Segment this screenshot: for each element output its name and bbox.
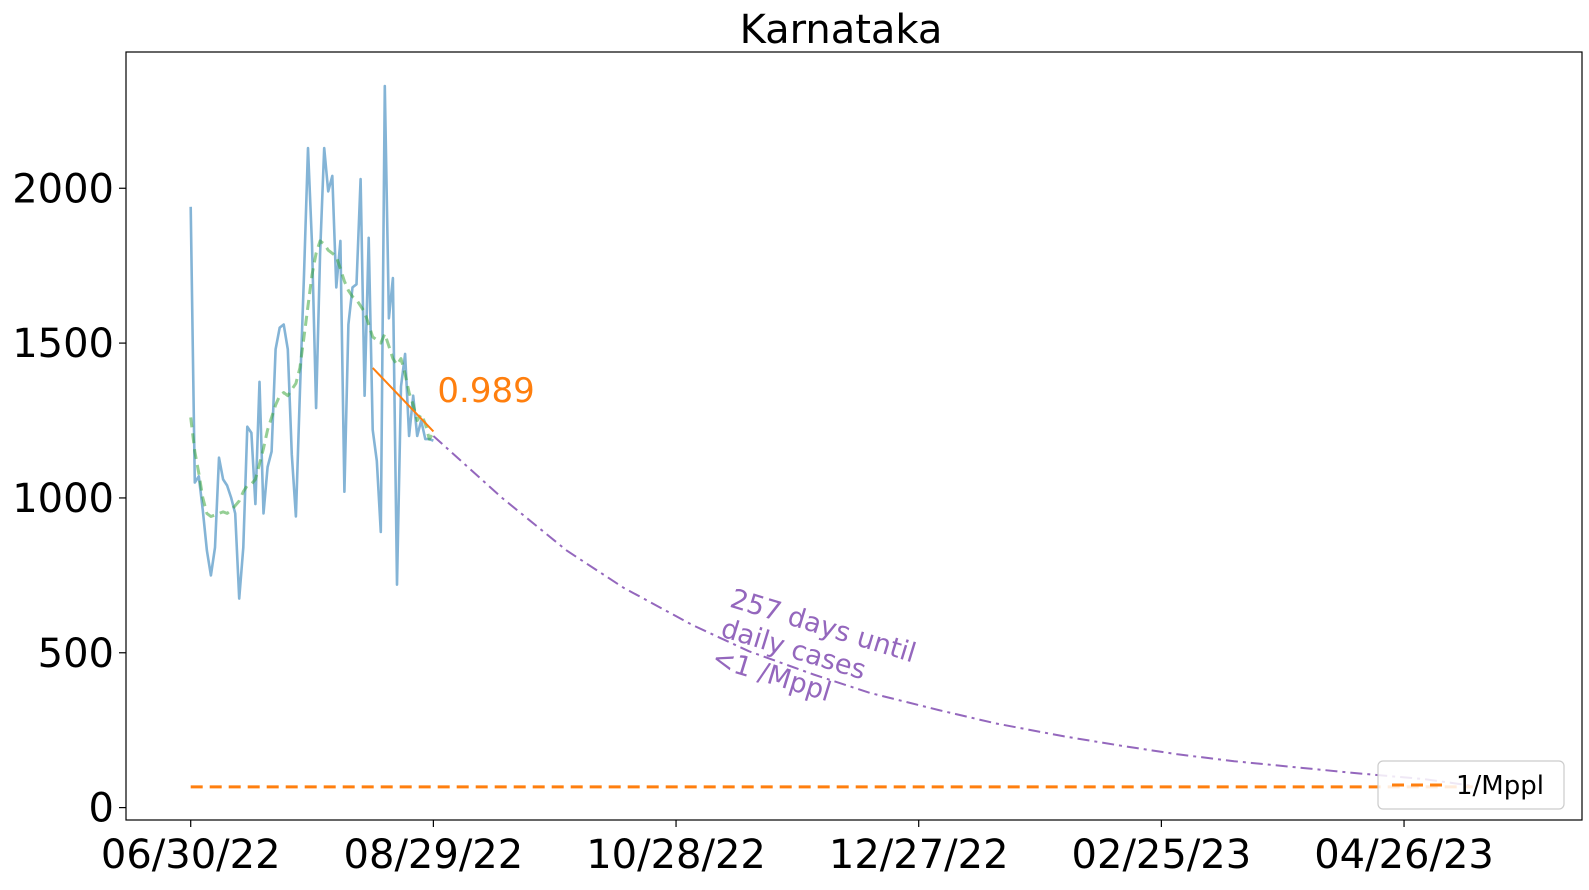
slope-annotation: 0.989: [437, 371, 534, 411]
x-axis: 06/30/22 08/29/22 10/28/22 12/27/22 02/25/23…: [101, 820, 1494, 878]
chart-title: Karnataka: [740, 7, 943, 53]
series-line-daily-cases: [189, 84, 434, 600]
y-tick-label: 1000: [12, 476, 114, 522]
y-axis: 0 500 1000 1500 2000: [12, 166, 126, 832]
legend-label: 1/Mppl: [1456, 771, 1544, 801]
y-tick-label: 2000: [12, 166, 114, 212]
series-layer: [189, 84, 1473, 789]
legend-box: [1377, 760, 1565, 810]
x-tick-label: 10/28/22: [586, 832, 766, 878]
y-tick-label: 0: [89, 786, 114, 832]
x-tick-label: 06/30/22: [101, 832, 281, 878]
legend: 1/Mppl: [1377, 760, 1565, 810]
x-tick-label: 02/25/23: [1072, 832, 1252, 878]
y-tick-label: 500: [38, 631, 114, 677]
plot-frame: [125, 51, 1583, 821]
series-line-rolling-average: [189, 239, 435, 518]
y-tick-label: 1500: [12, 321, 114, 367]
series-line-trend: [371, 367, 435, 433]
x-tick-label: 08/29/22: [344, 832, 524, 878]
x-tick-label: 12/27/22: [829, 832, 1009, 878]
x-tick-label: 04/26/23: [1314, 832, 1494, 878]
series-line-projection: [432, 435, 1473, 787]
